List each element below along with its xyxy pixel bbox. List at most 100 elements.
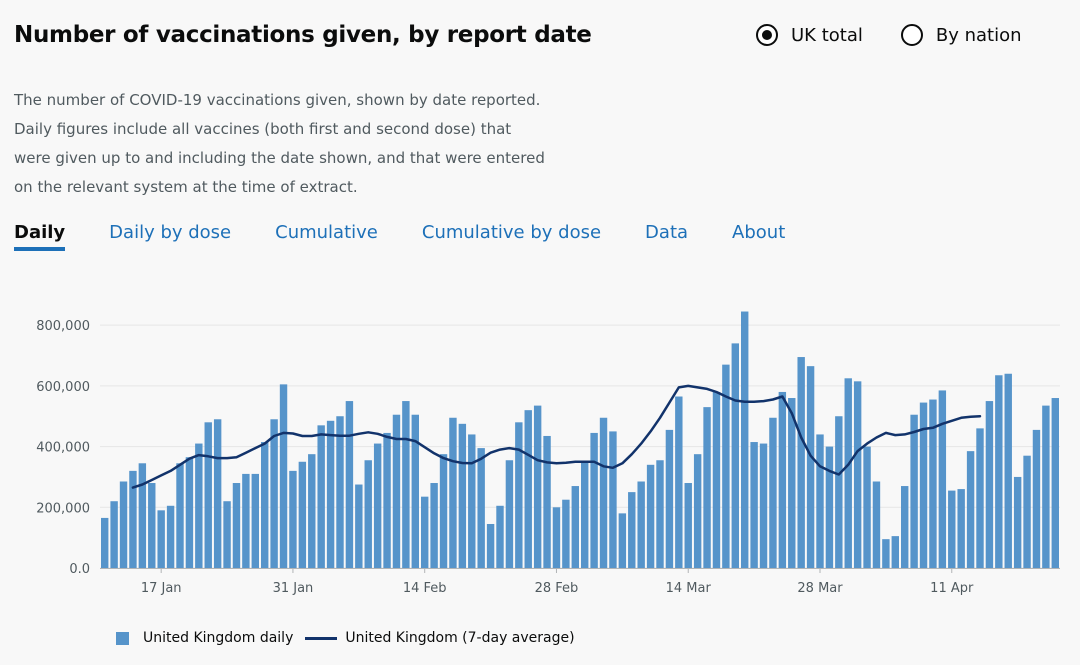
bar: [722, 364, 730, 568]
bar: [251, 473, 259, 568]
x-tick-label: 14 Mar: [666, 581, 712, 596]
bar: [1051, 398, 1059, 568]
bar: [985, 401, 994, 568]
radio-uk-total[interactable]: UK total: [756, 24, 863, 46]
bar: [204, 422, 212, 568]
bar: [195, 443, 203, 568]
bar: [797, 357, 805, 568]
bar: [166, 505, 175, 568]
description-line: on the relevant system at the time of ex…: [14, 178, 358, 196]
bar: [741, 311, 749, 568]
bar: [458, 423, 467, 568]
tab-cumulative-by-dose[interactable]: Cumulative by dose: [421, 222, 602, 243]
legend-bar-label: United Kingdom daily: [143, 630, 294, 646]
bar: [778, 391, 787, 568]
bar: [392, 414, 401, 568]
description-line: Daily figures include all vaccines (both…: [14, 120, 512, 138]
tab-about[interactable]: About: [732, 222, 786, 243]
bar: [1032, 429, 1041, 568]
y-tick-label: 800,000: [36, 319, 90, 334]
bar: [101, 517, 109, 568]
bar: [242, 473, 250, 568]
bar: [919, 402, 928, 568]
bar: [750, 442, 758, 568]
vaccinations-chart: 0.0 200,000 400,000 600,000 800,000 17 Jan 31 …: [36, 311, 1060, 596]
seven-day-average-line: [131, 384, 982, 489]
bar: [138, 463, 147, 568]
bar: [411, 414, 419, 568]
tab-daily-by-dose[interactable]: Daily by dose: [109, 222, 232, 243]
bar: [533, 405, 542, 568]
x-tick-label: 17 Jan: [141, 581, 182, 596]
bar: [825, 446, 834, 568]
bar: [656, 460, 664, 568]
legend-bar-swatch: [116, 631, 129, 645]
radio-uk-total-circle[interactable]: [756, 24, 778, 46]
x-tick-label: 14 Feb: [403, 581, 447, 596]
radio-by-nation-circle[interactable]: [900, 24, 923, 46]
bar: [590, 432, 598, 568]
bar: [665, 429, 674, 568]
bar: [279, 384, 288, 568]
legend-line-swatch: [305, 636, 338, 640]
bar: [872, 481, 881, 568]
chart-title: Number of vaccinations given, by report …: [14, 22, 592, 48]
legend-line-label: United Kingdom (7-day average): [345, 630, 575, 646]
bar: [853, 381, 862, 568]
bar: [806, 366, 815, 568]
chart-description: The number of COVID-19 vaccinations give…: [14, 86, 554, 202]
bar: [609, 431, 617, 568]
bar: [373, 443, 382, 568]
bar: [882, 539, 890, 568]
bar: [581, 461, 589, 568]
tab-daily[interactable]: Daily: [14, 222, 66, 251]
x-tick-label: 11 Apr: [930, 581, 974, 596]
radio-by-nation[interactable]: By nation: [900, 24, 1022, 46]
bar: [910, 414, 918, 568]
bar: [1042, 405, 1050, 568]
bar: [430, 483, 438, 568]
bar: [628, 492, 636, 568]
bar: [1013, 476, 1022, 568]
bar: [326, 420, 335, 568]
bar: [110, 501, 118, 568]
bar: [995, 375, 1003, 568]
bar: [119, 481, 128, 568]
bar: [505, 460, 514, 568]
bar: [439, 454, 448, 568]
bar: [449, 417, 457, 568]
view-radio-group: UK total By nation: [756, 24, 1060, 46]
bar: [731, 343, 739, 568]
bar: [863, 446, 871, 568]
bar: [562, 499, 570, 568]
bar: [966, 451, 975, 568]
description-line: The number of COVID-19 vaccinations give…: [14, 91, 541, 109]
bar: [345, 401, 354, 568]
bar: [148, 483, 156, 568]
chart-legend: United Kingdom daily United Kingdom (7-d…: [116, 630, 575, 646]
bar: [496, 505, 504, 568]
y-tick-label: 200,000: [36, 501, 90, 516]
bar: [957, 489, 965, 568]
bar: [703, 407, 711, 568]
description-line: were given up to and including the date …: [14, 149, 545, 167]
bar: [571, 486, 579, 568]
bar: [213, 419, 222, 568]
y-tick-label: 400,000: [36, 441, 90, 456]
bar: [835, 416, 843, 568]
bar: [891, 536, 899, 568]
bar: [759, 443, 768, 568]
tab-cumulative[interactable]: Cumulative: [275, 222, 378, 243]
bar: [355, 484, 363, 568]
bar: [552, 507, 561, 568]
bar: [938, 390, 947, 568]
tab-data[interactable]: Data: [645, 222, 689, 243]
bar: [712, 391, 721, 568]
y-tick-label: 0.0: [69, 562, 90, 577]
bar: [543, 435, 551, 568]
bar: [901, 486, 909, 568]
bar: [948, 490, 956, 568]
radio-by-nation-label: By nation: [935, 24, 1022, 46]
bar: [618, 513, 627, 568]
bar: [298, 461, 307, 568]
